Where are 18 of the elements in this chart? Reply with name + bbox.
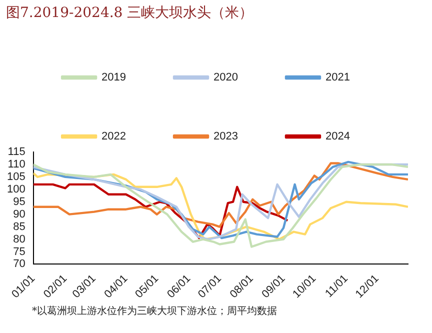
legend-label: 2023 (214, 130, 238, 143)
chart-title: 图7.2019-2024.8 三峡大坝水头（米） (5, 4, 254, 23)
legend-label: 2021 (325, 72, 350, 84)
legend-label: 2020 (214, 72, 238, 84)
legend-label: 2024 (325, 130, 350, 143)
y-tick-label: 80 (13, 233, 26, 246)
text: *以葛洲坝上游水位作为三峡大坝下游水位；周平均数据 (31, 304, 278, 318)
y-tick-label: 100 (6, 183, 26, 196)
y-tick-label: 85 (13, 220, 26, 233)
legend-label: 2019 (102, 72, 126, 84)
y-tick-label: 90 (13, 208, 26, 220)
y-tick-label: 75 (13, 246, 26, 258)
y-tick-label: 110 (8, 158, 26, 170)
y-tick-label: 70 (13, 258, 26, 270)
y-tick-label: 95 (13, 196, 26, 208)
y-tick-label: 105 (6, 170, 26, 183)
legend-label: 2022 (102, 130, 126, 143)
y-tick-label: 115 (8, 146, 26, 158)
